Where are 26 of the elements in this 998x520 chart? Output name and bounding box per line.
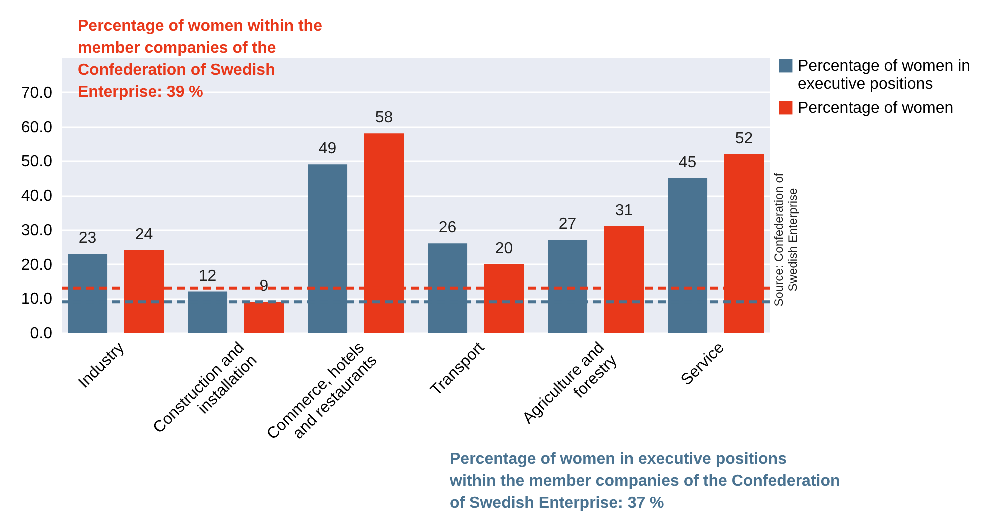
y-tick-label: 30.0 [21, 222, 53, 240]
data-label: 58 [375, 110, 394, 127]
annotation: Percentage of women within the member companies of the Confederation of Swedish Enterprise: 39 % [78, 18, 323, 101]
y-tick-label: 40.0 [21, 188, 53, 205]
data-label: 20 [495, 240, 514, 258]
y-tick-label: 10.0 [21, 291, 53, 308]
data-label: 24 [135, 226, 154, 244]
legend-label: Percentage of women [798, 100, 954, 117]
data-label: 26 [438, 220, 457, 237]
data-label: 52 [735, 130, 754, 148]
data-label: 9 [260, 278, 269, 296]
source-note: Source: Confederation of Swedish Enterprise [772, 172, 800, 307]
legend-label: Percentage of women in executive positions [798, 58, 971, 93]
data-label: 49 [318, 140, 337, 158]
y-tick-label: 70.0 [21, 84, 53, 102]
data-label: 12 [198, 268, 217, 285]
y-tick-label: 20.0 [21, 256, 53, 274]
y-tick-label: 60.0 [21, 119, 53, 136]
y-tick-label: 0.0 [30, 326, 53, 342]
data-label: 23 [78, 230, 97, 247]
text: Percentage of women in executive positions within the member companies of the Confederation of Swedish Enterprise: 37 % [449, 451, 840, 512]
data-label: 27 [558, 216, 577, 234]
data-label: 45 [678, 154, 697, 172]
bar [244, 302, 284, 333]
data-label: 31 [615, 202, 634, 220]
y-tick-label: 50.0 [21, 154, 53, 171]
